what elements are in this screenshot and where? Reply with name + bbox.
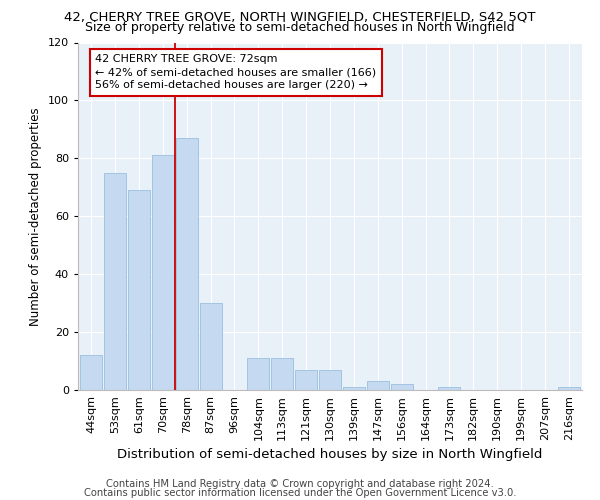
Bar bbox=[200, 303, 221, 390]
Bar bbox=[247, 358, 269, 390]
Bar bbox=[558, 387, 580, 390]
Bar bbox=[439, 387, 460, 390]
Text: 42, CHERRY TREE GROVE, NORTH WINGFIELD, CHESTERFIELD, S42 5QT: 42, CHERRY TREE GROVE, NORTH WINGFIELD, … bbox=[64, 11, 536, 24]
Bar bbox=[104, 173, 126, 390]
Bar bbox=[295, 370, 317, 390]
Text: 42 CHERRY TREE GROVE: 72sqm
← 42% of semi-detached houses are smaller (166)
56% : 42 CHERRY TREE GROVE: 72sqm ← 42% of sem… bbox=[95, 54, 377, 90]
Text: Size of property relative to semi-detached houses in North Wingfield: Size of property relative to semi-detach… bbox=[85, 21, 515, 34]
Bar bbox=[80, 355, 102, 390]
Bar bbox=[176, 138, 197, 390]
Text: Contains HM Land Registry data © Crown copyright and database right 2024.: Contains HM Land Registry data © Crown c… bbox=[106, 479, 494, 489]
Bar bbox=[391, 384, 413, 390]
Bar bbox=[367, 382, 389, 390]
Bar bbox=[128, 190, 150, 390]
Bar bbox=[343, 387, 365, 390]
Bar bbox=[271, 358, 293, 390]
X-axis label: Distribution of semi-detached houses by size in North Wingfield: Distribution of semi-detached houses by … bbox=[118, 448, 542, 461]
Bar bbox=[152, 156, 174, 390]
Text: Contains public sector information licensed under the Open Government Licence v3: Contains public sector information licen… bbox=[84, 488, 516, 498]
Y-axis label: Number of semi-detached properties: Number of semi-detached properties bbox=[29, 107, 42, 326]
Bar bbox=[319, 370, 341, 390]
